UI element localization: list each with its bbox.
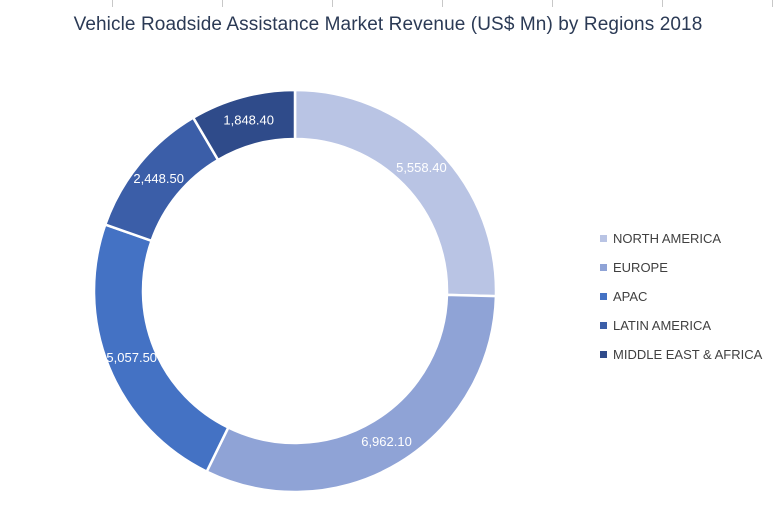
legend-label: NORTH AMERICA [613,231,722,246]
donut-slice-europe [205,293,498,494]
donut-slice-north-america [293,88,498,298]
legend-swatch [600,351,607,358]
chart-title: Vehicle Roadside Assistance Market Reven… [73,14,703,35]
legend-item: MIDDLE EAST & AFRICA [600,340,762,369]
legend-label: LATIN AMERICA [613,318,712,333]
data-label-middle-east-africa: 1,848.40 [223,113,274,128]
legend-item: NORTH AMERICA [600,224,762,253]
chart-legend: NORTH AMERICA EUROPE APAC LATIN AMERICA MIDD… [600,224,762,369]
legend-item: EUROPE [600,253,762,282]
legend-label: APAC [613,289,648,304]
data-label-europe: 6,962.10 [361,434,412,449]
legend-item: APAC [600,282,762,311]
legend-swatch [600,264,607,271]
legend-item: LATIN AMERICA [600,311,762,340]
legend-swatch [600,293,607,300]
data-label-north-america: 5,558.40 [396,160,447,175]
donut-slice-apac [92,223,230,474]
legend-swatch [600,235,607,242]
legend-swatch [600,322,607,329]
top-tick-marks [0,0,776,8]
legend-label: EUROPE [613,260,668,275]
data-label-apac: 5,057.50 [106,350,157,365]
donut-slice-middle-east-africa [191,88,297,162]
data-label-latin-america: 2,448.50 [133,171,184,186]
legend-label: MIDDLE EAST & AFRICA [613,347,763,362]
